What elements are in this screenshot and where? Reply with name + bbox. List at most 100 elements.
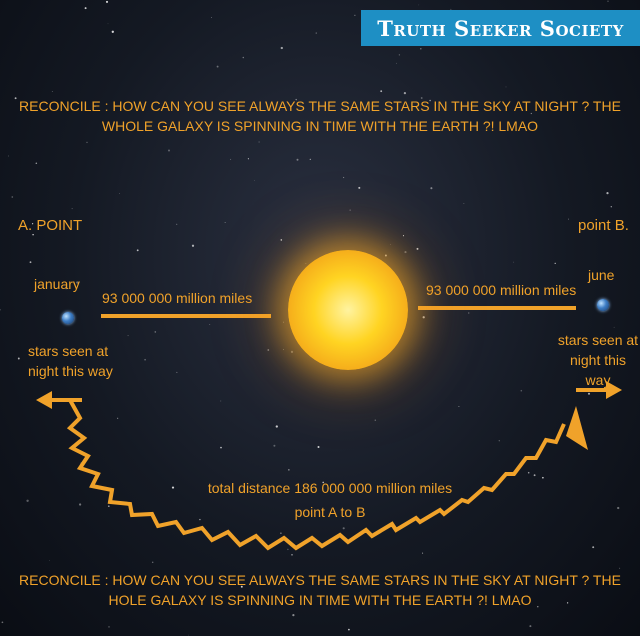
- star-dot: [402, 235, 405, 237]
- star-dot: [418, 4, 420, 6]
- star-dot: [315, 32, 317, 34]
- star-dot: [199, 518, 201, 521]
- star-dot: [254, 180, 255, 181]
- star-dot: [348, 628, 350, 631]
- star-dot: [322, 481, 325, 484]
- star-dot: [450, 8, 452, 10]
- star-dot: [458, 405, 460, 408]
- point-a-label: A. POINT: [18, 217, 83, 234]
- stars-seen-right: stars seen at night this way: [557, 332, 639, 388]
- star-dot: [617, 506, 620, 510]
- star-dot: [337, 599, 339, 601]
- star-dot: [247, 158, 249, 160]
- star-dot: [463, 203, 465, 204]
- orbit-wave-path: [66, 399, 566, 551]
- distance-left-line: [101, 314, 271, 318]
- earth-icon-june: [597, 299, 609, 311]
- distance-left-label: 93 000 000 million miles: [102, 290, 253, 306]
- star-dot: [566, 602, 569, 604]
- star-dot: [280, 532, 282, 534]
- star-dot: [136, 249, 139, 252]
- star-dot: [86, 141, 88, 144]
- star-dot: [342, 176, 345, 179]
- point-b-label: point B.: [578, 217, 629, 234]
- star-dot: [107, 505, 110, 508]
- star-dot: [32, 233, 34, 236]
- star-dot: [154, 331, 157, 333]
- star-dot: [280, 46, 283, 50]
- star-dot: [168, 149, 170, 152]
- star-dot: [49, 560, 50, 561]
- star-dot: [420, 47, 422, 50]
- bottom-caption: RECONCILE : HOW CAN YOU SEE ALWAYS THE S…: [19, 572, 621, 608]
- star-dot: [380, 90, 383, 93]
- june-label: june: [588, 267, 615, 283]
- total-distance-label: total distance 186 000 000 million miles…: [190, 478, 470, 522]
- star-dot: [296, 158, 299, 161]
- star-dot: [35, 162, 38, 165]
- star-dot: [305, 263, 307, 265]
- star-dot: [105, 0, 109, 3]
- star-dot: [108, 626, 110, 628]
- star-dot: [396, 62, 397, 64]
- star-dot: [107, 23, 109, 25]
- star-dot: [422, 552, 424, 554]
- star-dot: [216, 65, 219, 68]
- star-dot: [404, 251, 407, 254]
- star-dot: [290, 350, 294, 354]
- star-dot: [288, 469, 290, 471]
- star-dot: [354, 14, 356, 16]
- star-dot: [607, 0, 609, 2]
- star-dot: [240, 585, 243, 588]
- star-dot: [422, 316, 425, 319]
- star-dot: [29, 261, 32, 264]
- star-dot: [144, 358, 146, 361]
- distance-right-label: 93 000 000 million miles: [426, 282, 577, 298]
- star-dot: [384, 254, 387, 257]
- star-dot: [65, 287, 68, 290]
- star-dot: [0, 309, 1, 311]
- star-dot: [342, 527, 345, 530]
- star-dot: [188, 634, 189, 636]
- star-dot: [610, 206, 612, 208]
- star-dot: [542, 476, 544, 479]
- star-dot: [14, 97, 17, 100]
- star-dot: [127, 335, 129, 337]
- star-dot: [283, 349, 284, 350]
- star-dot: [78, 503, 82, 506]
- star-dot: [44, 102, 46, 104]
- star-dot: [161, 301, 163, 302]
- star-dot: [242, 56, 245, 59]
- star-dot: [390, 244, 391, 245]
- star-dot: [220, 400, 222, 402]
- star-dot: [230, 158, 232, 160]
- star-dot: [151, 561, 154, 564]
- star-dot: [275, 425, 278, 428]
- star-dot: [11, 196, 14, 198]
- star-dot: [403, 91, 407, 95]
- arrow-right-icon: [576, 381, 622, 399]
- star-dot: [176, 371, 178, 373]
- star-dot: [194, 576, 197, 579]
- stars-seen-left: stars seen at night this way: [28, 343, 113, 379]
- star-dot: [567, 218, 570, 220]
- star-dot: [118, 193, 120, 194]
- star-dot: [267, 349, 270, 351]
- star-dot: [291, 553, 293, 556]
- star-dot: [529, 625, 532, 628]
- star-dot: [176, 223, 178, 225]
- star-dot: [613, 326, 615, 328]
- star-dot: [171, 486, 175, 489]
- star-dot: [358, 186, 361, 189]
- star-dot: [209, 324, 211, 325]
- sun-icon: [288, 250, 408, 370]
- star-dot: [31, 223, 34, 225]
- star-dot: [71, 208, 73, 210]
- january-label: january: [34, 276, 80, 292]
- star-dot: [287, 548, 289, 551]
- star-dot: [619, 567, 621, 569]
- star-dot: [587, 392, 591, 395]
- star-dot: [317, 445, 320, 449]
